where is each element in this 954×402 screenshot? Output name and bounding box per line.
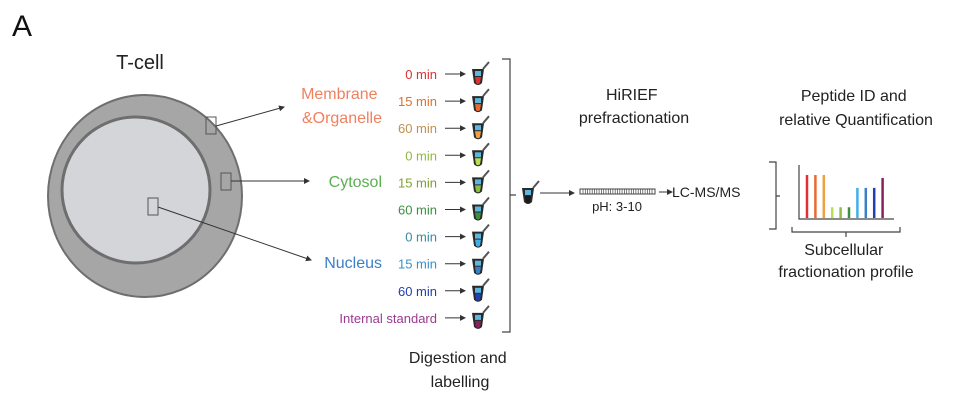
tube-lid [482, 88, 490, 97]
tube-icon [472, 88, 490, 113]
ph-range-label: pH: 3-10 [592, 199, 642, 214]
tube-sample [475, 320, 481, 328]
sample-label: 15 min [398, 175, 437, 190]
tube-window [475, 125, 481, 131]
sample-row: 15 min [398, 169, 490, 194]
profile-bracket [769, 161, 780, 230]
hirief-title: HiRIEF prefractionation [579, 87, 689, 127]
tube-window [475, 314, 481, 320]
sample-rows: 0 min 15 min 60 min 0 min 15 min 60 min 0 min 1… [339, 61, 490, 329]
tube-lid [482, 305, 490, 314]
tube-window [475, 152, 481, 158]
compartment-cytosol: Cytosol [329, 174, 382, 191]
tube-sample [475, 185, 481, 193]
sample-label: 60 min [398, 121, 437, 136]
tube-sample [475, 293, 481, 301]
tube-sample [475, 212, 481, 220]
compartment-arrows [157, 105, 312, 262]
tube-lid [482, 196, 490, 206]
arrow-nucleus [157, 206, 312, 262]
tube-icon [472, 115, 490, 140]
sample-label: 15 min [398, 94, 437, 109]
tube-window [475, 287, 481, 293]
tube-icon [472, 305, 490, 329]
sample-label: 0 min [405, 230, 437, 245]
tube-icon [472, 196, 490, 221]
tube-icon [472, 169, 490, 194]
sample-row: 15 min [398, 251, 490, 275]
tube-window [475, 98, 481, 104]
tube-lid [482, 142, 490, 151]
tube-lid [482, 115, 490, 124]
nucleus-sample-box [147, 197, 159, 216]
tube-sample [475, 131, 481, 139]
tube-window [475, 206, 481, 212]
cell-title: T-cell [116, 52, 164, 74]
cell-nucleus [60, 115, 212, 265]
pool-bracket [502, 58, 516, 333]
compartment-membrane-organelle: Membrane &Organelle [301, 86, 382, 127]
profile-bars [805, 175, 884, 218]
compartment-nucleus: Nucleus [324, 255, 382, 272]
tube-lid [482, 223, 490, 233]
tube-icon [472, 223, 490, 248]
tube-icon [472, 251, 490, 275]
sample-label: 0 min [405, 148, 437, 163]
sample-row: 0 min [405, 142, 490, 167]
sample-row: Internal standard [339, 305, 490, 329]
tube-sample [475, 77, 481, 84]
tube-window [475, 260, 481, 266]
tube-sample [475, 239, 481, 247]
sample-label: 15 min [398, 257, 437, 272]
tube-sample [525, 196, 531, 203]
tube-sample [475, 158, 481, 166]
tube-lid [482, 251, 490, 260]
tube-window [475, 71, 481, 76]
profile-axes [798, 165, 894, 220]
sample-label: 60 min [398, 284, 437, 299]
arrow-membrane [215, 105, 285, 127]
sample-row: 60 min [398, 278, 490, 302]
tube-icon [472, 142, 490, 167]
sample-row: 15 min [398, 88, 490, 113]
tube-icon [472, 61, 490, 85]
tube-lid [482, 278, 490, 287]
tube-sample [475, 266, 481, 274]
sample-label: 60 min [398, 203, 437, 218]
profile-label: Subcellular fractionation profile [778, 242, 913, 281]
digestion-label: Digestion and labelling [409, 350, 511, 391]
sample-row: 60 min [398, 196, 490, 221]
tube-lid [482, 169, 490, 179]
tube-window [475, 233, 481, 239]
profile-underbrace [791, 227, 901, 237]
tube-lid [482, 61, 490, 70]
panel-label: A [12, 10, 32, 43]
lcms-label: LC-MS/MS [672, 184, 740, 200]
sample-label: Internal standard [339, 311, 437, 326]
tube-window [525, 190, 531, 195]
pooled-tube-icon [522, 180, 540, 204]
tube-lid [532, 180, 540, 189]
sample-boxes [147, 116, 232, 216]
sample-row: 60 min [398, 115, 490, 140]
sample-row: 0 min [405, 223, 490, 248]
sample-label: 0 min [405, 67, 437, 82]
tube-sample [475, 104, 481, 112]
tube-icon [472, 278, 490, 302]
sample-row: 0 min [405, 61, 490, 85]
tube-window [475, 179, 481, 185]
quant-title: Peptide ID and relative Quantification [779, 88, 933, 129]
